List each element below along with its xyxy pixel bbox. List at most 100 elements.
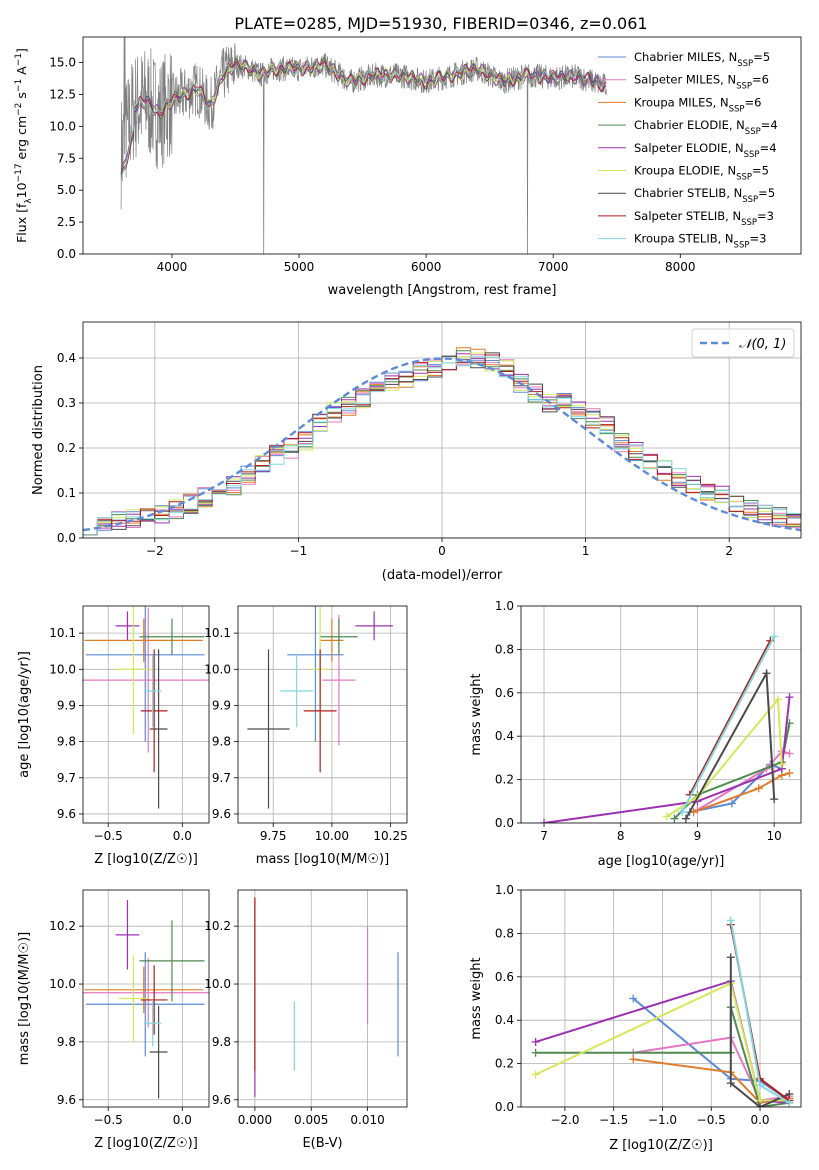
legend-entry: Salpeter STELIB, NSSP=3: [634, 209, 774, 228]
x-tick-label: 0.0: [750, 1113, 769, 1127]
plot-area-residuals: [83, 322, 801, 538]
y-axis-label: mass weight: [469, 673, 484, 755]
y-tick-label: 9.9: [212, 698, 231, 712]
x-tick-label: 8: [617, 829, 625, 843]
legend-nssp: 3: [759, 232, 766, 246]
weight-point: [678, 808, 687, 817]
y-axis-label-part: erg cm: [14, 116, 29, 164]
legend-equals: =: [758, 186, 768, 200]
normal-curve: [83, 357, 801, 532]
weight-line: [543, 696, 791, 823]
legend-n-subscript: SSP: [744, 150, 760, 160]
x-axis-label: age [log10(age/yr)]: [598, 854, 725, 869]
legend-n-prefix: , N: [720, 164, 736, 178]
legend-entry: Salpeter MILES, NSSP=6: [634, 73, 769, 92]
x-tick-label: 4000: [157, 260, 188, 274]
legend-model-name: Chabrier ELODIE: [634, 118, 729, 132]
x-tick-label: 7000: [538, 260, 569, 274]
model-spectrum: [120, 58, 607, 179]
y-axis-label-part: s: [14, 92, 29, 103]
legend-nssp: 4: [770, 118, 777, 132]
y-tick-label: 10.0: [49, 662, 76, 676]
y-tick-label: 5.0: [57, 183, 76, 197]
model-spectrum: [120, 59, 607, 181]
legend-nssp: 5: [768, 186, 775, 200]
panel-weight_vs_Z: −2.0 −1.5 −1.0 −0.5 0.0 0.0 0.2 0.4 0.6 0.8 1.0 Z […: [469, 883, 802, 1153]
plot-area-spectrum: [120, 37, 607, 254]
weight-line: [693, 772, 790, 814]
y-tick-label: 9.9: [57, 698, 76, 712]
plot-area-age_vs_mass: [238, 606, 407, 823]
y-tick-label: 10.0: [204, 662, 231, 676]
y-axis-label-part: −1: [14, 53, 24, 66]
y-tick-label: 10.0: [49, 977, 76, 991]
x-tick-label: 10: [767, 829, 782, 843]
panel-residuals: −2 −1 0 1 2 0.0 0.1 0.2 0.3 0.4 𝒩(0, 1) (data-model…: [31, 321, 802, 583]
weight-point: [770, 632, 779, 641]
y-tick-label: 10.0: [49, 119, 76, 133]
weight-point: [681, 814, 690, 823]
axes-frame: [237, 889, 408, 1108]
y-tick-label: 0.4: [495, 729, 514, 743]
legend-entry: Salpeter ELODIE, NSSP=4: [634, 141, 777, 160]
x-tick-label: 6000: [411, 260, 442, 274]
legend-nssp: 3: [767, 209, 774, 223]
weight-line: [633, 1036, 790, 1102]
y-axis-label-part: −1: [14, 79, 24, 92]
legend-n-subscript: SSP: [741, 218, 757, 228]
model-spectrum: [120, 59, 607, 173]
y-axis-label: mass [log10(M/M☉)]: [17, 932, 32, 1065]
y-tick-label: 0.3: [57, 396, 76, 410]
legend-nssp: 6: [754, 95, 761, 109]
legend-equals: =: [760, 141, 770, 155]
y-tick-label: 9.7: [57, 771, 76, 785]
legend-n-prefix: , N: [713, 95, 729, 109]
y-axis-label-part: A: [14, 66, 29, 79]
legend-model-name: Chabrier STELIB: [634, 186, 726, 200]
x-tick-label: −1: [290, 544, 308, 558]
weight-point: [754, 784, 763, 793]
y-tick-label: 1.0: [495, 599, 514, 613]
y-tick-label: 0.2: [57, 441, 76, 455]
weight-point: [785, 693, 794, 702]
y-tick-label: 9.6: [57, 807, 76, 821]
weight-line: [688, 640, 772, 796]
y-tick-label: 0.0: [495, 816, 514, 830]
y-axis-label-part: −17: [14, 163, 24, 182]
x-axis-label: Z [log10(Z/Z☉)]: [609, 1138, 713, 1153]
y-tick-label: 10.2: [204, 919, 231, 933]
x-tick-label: −0.5: [697, 1113, 726, 1127]
x-tick-label: −2: [146, 544, 164, 558]
legend-n-prefix: , N: [726, 186, 742, 200]
plot-area-weight_vs_age: [521, 606, 801, 823]
histogram: [83, 356, 801, 538]
y-tick-label: 10.2: [49, 919, 76, 933]
weight-point: [777, 760, 786, 769]
x-tick-label: 0.005: [294, 1113, 328, 1127]
weight-point: [662, 812, 671, 821]
y-tick-label: 9.8: [57, 735, 76, 749]
weight-point: [756, 1081, 765, 1090]
legend-entry: Kroupa STELIB, NSSP=3: [634, 232, 766, 251]
legend-n-subscript: SSP: [736, 82, 752, 92]
legend-nssp: 5: [763, 50, 770, 64]
axes-frame: [82, 321, 802, 539]
legend-n-prefix: , N: [720, 73, 736, 87]
weight-point: [540, 819, 549, 823]
panel-spectrum: 4000 5000 6000 7000 8000 0.0 2.5 5.0 7.5 10.0 12.5…: [14, 36, 802, 298]
weight-point: [726, 953, 735, 962]
legend-model-name: Salpeter STELIB: [634, 209, 725, 223]
x-tick-label: −2.0: [550, 1113, 579, 1127]
y-tick-label: 9.8: [212, 1035, 231, 1049]
axes-frame: [82, 605, 210, 824]
weight-point: [727, 799, 736, 808]
y-tick-label: 0.1: [57, 486, 76, 500]
y-tick-label: 10.0: [204, 977, 231, 991]
weight-line: [666, 696, 783, 818]
x-tick-label: 0: [438, 544, 446, 558]
x-axis-label: Z [log10(Z/Z☉)]: [94, 1136, 198, 1151]
x-tick-label: 1: [582, 544, 590, 558]
axes-frame: [82, 36, 802, 255]
x-tick-label: −0.5: [94, 829, 123, 843]
